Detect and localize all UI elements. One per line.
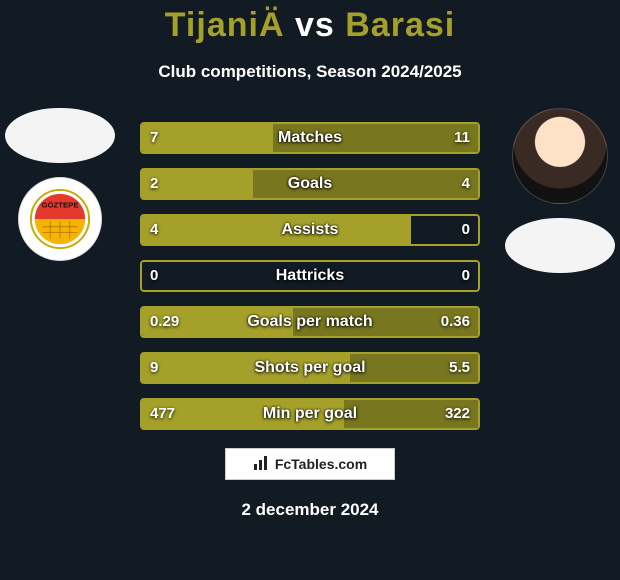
player1-name: TijaniÄ xyxy=(165,6,285,44)
stat-rows: 711Matches 24Goals 40Assists 00Hattricks 0.2… xyxy=(140,122,480,430)
stat-row: 711Matches xyxy=(140,122,480,154)
chart-icon xyxy=(253,455,269,474)
brand-badge[interactable]: FcTables.com xyxy=(225,448,395,480)
player1-photo-placeholder xyxy=(5,108,115,163)
player2-name: Barasi xyxy=(345,6,455,44)
stat-label: Goals xyxy=(142,170,478,198)
subtitle: Club competitions, Season 2024/2025 xyxy=(0,62,620,82)
stat-row: 0.290.36Goals per match xyxy=(140,306,480,338)
vs-label: vs xyxy=(295,6,335,44)
stat-row: 24Goals xyxy=(140,168,480,200)
player2-club-placeholder xyxy=(505,218,615,273)
player1-club-badge: GÖZTEPE xyxy=(18,177,102,261)
stat-label: Assists xyxy=(142,216,478,244)
stat-row: 00Hattricks xyxy=(140,260,480,292)
date: 2 december 2024 xyxy=(0,500,620,520)
stat-label: Shots per goal xyxy=(142,354,478,382)
stat-row: 477322Min per goal xyxy=(140,398,480,430)
stat-label: Matches xyxy=(142,124,478,152)
svg-text:GÖZTEPE: GÖZTEPE xyxy=(41,200,78,209)
stat-label: Goals per match xyxy=(142,308,478,336)
brand-text: FcTables.com xyxy=(275,456,367,472)
goztepe-badge-icon: GÖZTEPE xyxy=(29,188,91,250)
comparison-card: TijaniÄ vs Barasi Club competitions, Sea… xyxy=(0,0,620,580)
player2-photo xyxy=(512,108,608,204)
stat-label: Min per goal xyxy=(142,400,478,428)
left-column: GÖZTEPE xyxy=(0,108,120,261)
stat-row: 95.5Shots per goal xyxy=(140,352,480,384)
right-column xyxy=(500,108,620,273)
stat-row: 40Assists xyxy=(140,214,480,246)
stat-label: Hattricks xyxy=(142,262,478,290)
title-row: TijaniÄ vs Barasi xyxy=(0,6,620,45)
